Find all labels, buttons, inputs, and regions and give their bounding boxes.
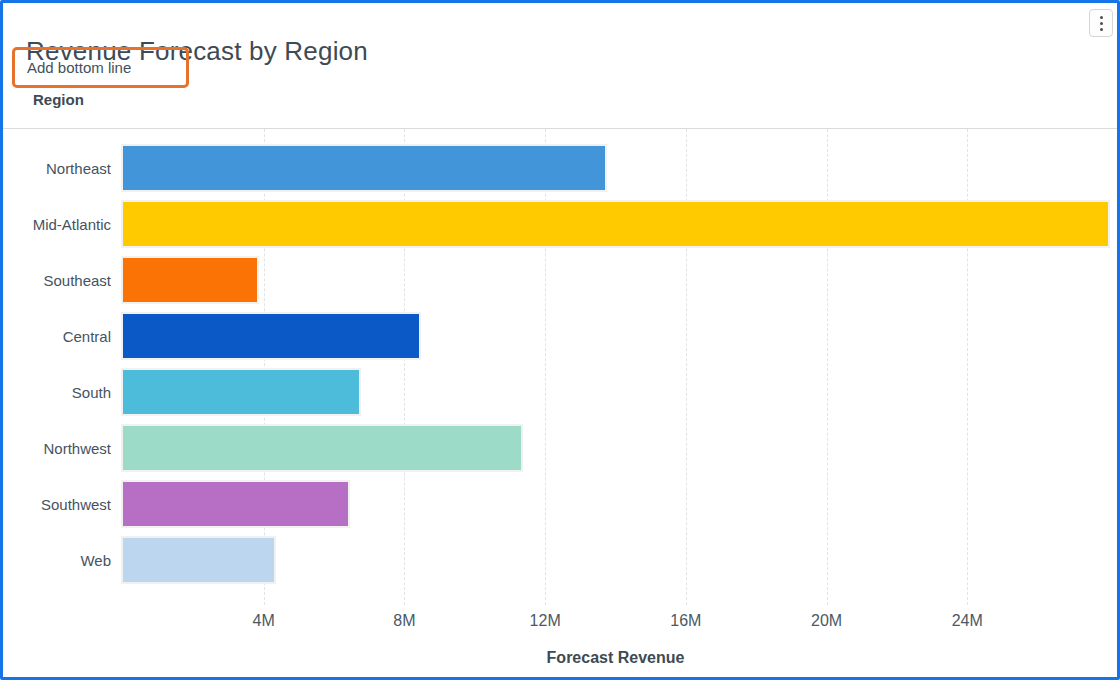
bar[interactable] <box>123 482 348 526</box>
x-tick-label: 16M <box>670 612 701 630</box>
x-tick-label: 24M <box>952 612 983 630</box>
chart-card: Revenue Forecast by Region Add bottom li… <box>0 0 1120 680</box>
bar-row: Web <box>3 532 1117 588</box>
category-label: Southwest <box>3 476 111 532</box>
bar[interactable] <box>123 258 257 302</box>
bar-rows: NortheastMid-AtlanticSoutheastCentralSou… <box>3 140 1117 588</box>
bar-row: Southeast <box>3 252 1117 308</box>
category-label: Northwest <box>3 420 111 476</box>
kebab-vertical-icon <box>1100 22 1103 25</box>
category-label: Southeast <box>3 252 111 308</box>
add-bottom-line-link[interactable]: Add bottom line <box>27 59 131 76</box>
category-label: Mid-Atlantic <box>3 196 111 252</box>
bar[interactable] <box>123 146 605 190</box>
category-label: Web <box>3 532 111 588</box>
bar[interactable] <box>123 314 419 358</box>
bar-row: Central <box>3 308 1117 364</box>
bar[interactable] <box>123 202 1108 246</box>
x-axis-title: Forecast Revenue <box>123 649 1108 667</box>
kebab-menu-button[interactable] <box>1089 9 1113 37</box>
bar-row: Northeast <box>3 140 1117 196</box>
bar[interactable] <box>123 426 521 470</box>
bar[interactable] <box>123 538 274 582</box>
kebab-vertical-icon <box>1100 16 1103 19</box>
x-tick-label: 12M <box>530 612 561 630</box>
x-tick-label: 4M <box>253 612 275 630</box>
bar[interactable] <box>123 370 359 414</box>
header-divider <box>3 128 1117 129</box>
x-tick-label: 20M <box>811 612 842 630</box>
category-label: Central <box>3 308 111 364</box>
x-tick-label: 8M <box>393 612 415 630</box>
annotation-highlight-box: Add bottom line <box>12 47 189 88</box>
category-label: Northeast <box>3 140 111 196</box>
bar-row: Mid-Atlantic <box>3 196 1117 252</box>
kebab-vertical-icon <box>1100 28 1103 31</box>
category-label: South <box>3 364 111 420</box>
y-axis-group-label: Region <box>33 91 84 108</box>
bar-row: Southwest <box>3 476 1117 532</box>
bar-row: Northwest <box>3 420 1117 476</box>
bar-row: South <box>3 364 1117 420</box>
